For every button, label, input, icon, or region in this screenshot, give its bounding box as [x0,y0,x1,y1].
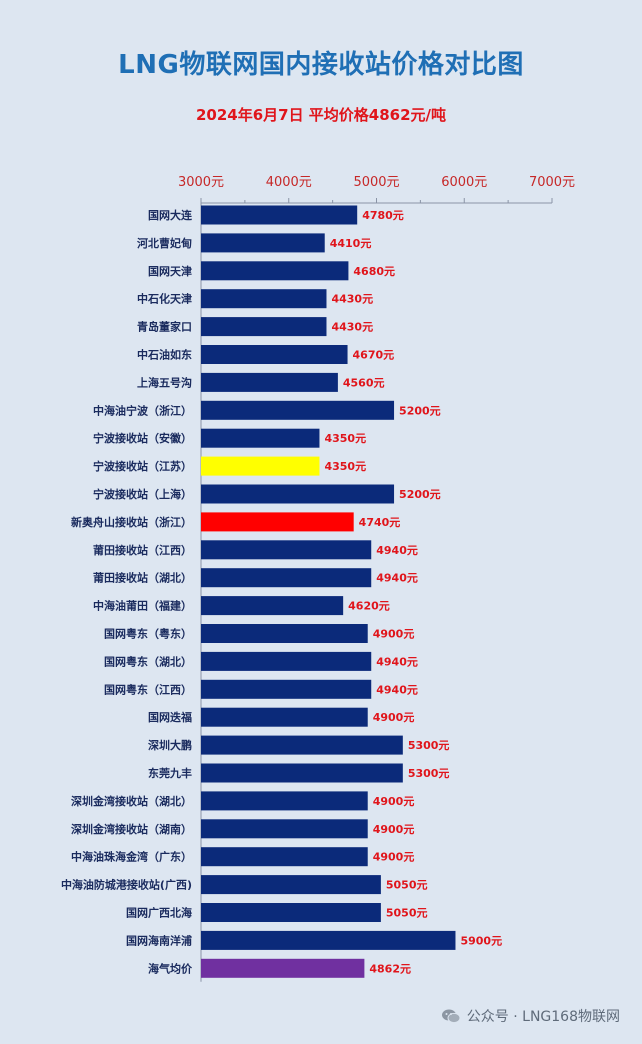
category-label: 宁波接收站（江苏） [93,459,192,473]
category-label: 宁波接收站（安徽） [93,431,192,445]
value-label: 5300元 [408,767,450,780]
value-label: 4560元 [343,376,385,389]
category-label: 深圳金湾接收站（湖南） [71,822,192,836]
bar [201,456,320,476]
x-tick-label: 7000元 [529,175,575,190]
value-label: 4350元 [324,460,366,473]
category-label: 东莞九丰 [148,766,192,780]
bar [201,679,372,699]
value-label: 4900元 [373,851,415,864]
value-label: 4940元 [376,683,418,696]
category-label: 莆田接收站（江西） [93,543,192,557]
x-tick-label: 4000元 [266,175,312,190]
value-label: 5200元 [399,404,441,417]
chart-subtitle: 2024年6月7日 平均价格4862元/吨 [195,106,447,124]
category-label: 中海油宁波（浙江） [93,403,192,417]
footer: 公众号 · LNG168物联网 [441,1006,620,1026]
category-label: 中石化天津 [137,292,192,306]
bar [201,763,403,783]
bar [201,428,320,448]
category-label: 宁波接收站（上海） [93,487,192,501]
value-label: 4430元 [331,321,373,334]
bar [201,624,368,643]
category-label: 国网粤东（粤东） [104,627,192,641]
value-label: 4740元 [359,516,401,529]
category-label: 莆田接收站（湖北） [93,571,192,585]
category-label: 国网广西北海 [126,906,192,920]
bar [201,735,403,755]
value-label: 4900元 [373,628,415,641]
footer-text: 公众号 · LNG168物联网 [466,1009,620,1025]
bar [201,261,349,281]
bar [201,596,344,616]
bar [201,205,358,225]
category-label: 深圳大鹏 [148,738,192,752]
x-tick-label: 3000元 [178,175,224,190]
bar [201,819,368,839]
bar [201,568,372,588]
wechat-icon [441,1009,461,1024]
category-label: 国网粤东（江西） [104,682,192,696]
category-label: 国网海南洋浦 [126,933,192,947]
value-label: 5050元 [386,879,428,892]
value-label: 4900元 [373,795,415,808]
value-label: 5200元 [399,488,441,501]
bar [201,875,381,895]
x-tick-label: 5000元 [353,175,399,190]
bar [201,372,338,392]
bar [201,512,354,532]
bar [201,317,327,337]
bar [201,707,368,727]
category-label: 河北曹妃甸 [137,236,192,250]
bar [201,233,325,253]
bar [201,540,372,560]
value-label: 4350元 [324,432,366,445]
value-label: 4670元 [353,349,395,362]
bar [201,847,368,867]
x-tick-label: 6000元 [441,175,487,190]
category-label: 国网大连 [148,208,193,222]
value-label: 4900元 [373,711,415,724]
category-label: 上海五号沟 [137,375,192,389]
category-label: 中海油珠海金湾（广东） [71,850,192,864]
value-label: 4940元 [376,544,418,557]
category-label: 国网粤东（湖北） [104,654,192,668]
category-label: 国网迭福 [148,710,192,724]
value-label: 4900元 [373,823,415,836]
value-label: 5050元 [386,907,428,920]
category-label: 中海油防城港接收站(广西) [61,878,192,892]
category-label: 新奥舟山接收站（浙江） [71,515,192,529]
category-label: 中海油莆田（福建） [93,599,192,613]
category-label: 中石油如东 [137,348,192,362]
bar [201,791,368,811]
bar [201,289,327,309]
value-label: 4410元 [330,237,372,250]
bar [201,345,348,364]
category-label: 国网天津 [148,264,192,278]
category-label: 青岛董家口 [137,320,192,334]
value-label: 4430元 [331,293,373,306]
value-label: 4940元 [376,655,418,668]
bar [201,903,381,922]
value-label: 4680元 [353,265,395,278]
category-label: 海气均价 [148,961,193,975]
bar [201,958,365,978]
value-label: 4862元 [369,962,411,975]
bar [201,484,395,504]
value-label: 4780元 [362,209,404,222]
value-label: 5300元 [408,739,450,752]
value-label: 5900元 [460,934,502,947]
chart-title: LNG物联网国内接收站价格对比图 [118,50,524,80]
bar [201,930,456,950]
bar [201,400,395,420]
category-label: 深圳金湾接收站（湖北） [71,794,192,808]
value-label: 4940元 [376,572,418,585]
bar [201,651,372,671]
value-label: 4620元 [348,600,390,613]
